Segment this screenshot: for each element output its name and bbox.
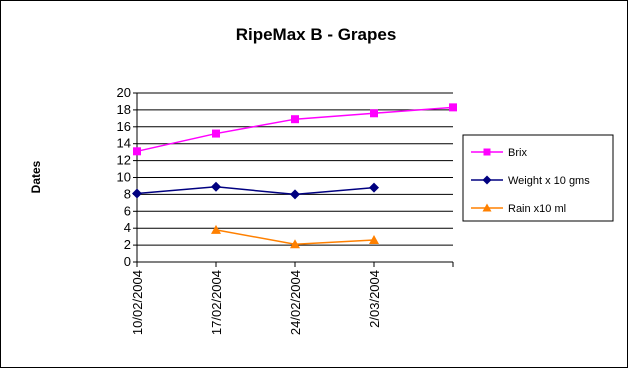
legend-label: Brix — [508, 147, 527, 159]
series-line — [136, 106, 454, 153]
data-point — [369, 182, 379, 193]
data-point — [132, 188, 142, 199]
data-point — [133, 147, 141, 156]
grid — [137, 92, 453, 246]
data-point — [482, 203, 492, 212]
series-rain-x10-ml — [211, 224, 379, 249]
data-point — [482, 175, 492, 185]
y-axis-label: Dates — [29, 160, 43, 193]
y-tick-label: 6 — [124, 203, 131, 218]
y-tick-label: 10 — [117, 170, 131, 185]
chart-title: RipeMax B - Grapes — [236, 25, 397, 44]
y-tick-label: 14 — [117, 136, 131, 151]
data-point — [483, 148, 491, 156]
legend-item: Rain x10 ml — [471, 203, 566, 215]
x-tick-label: 24/02/2004 — [288, 270, 303, 335]
legend-label: Weight x 10 gms — [508, 175, 590, 187]
y-tick-label: 2 — [124, 237, 131, 252]
y-tick-label: 20 — [117, 85, 131, 100]
data-point — [211, 224, 221, 234]
x-tick-label: 17/02/2004 — [209, 270, 224, 335]
legend-item: Brix — [471, 147, 527, 159]
y-tick-label: 8 — [124, 186, 131, 201]
y-tick-label: 18 — [117, 102, 131, 117]
series-weight-x-10-gms — [132, 181, 379, 200]
x-tick-label: 2/03/2004 — [367, 270, 382, 328]
data-point — [211, 181, 221, 192]
y-tick-label: 0 — [124, 254, 131, 269]
series-brix — [133, 103, 457, 156]
data-point — [212, 129, 220, 138]
data-point — [449, 103, 457, 112]
data-point — [370, 109, 378, 118]
data-point — [290, 239, 300, 249]
legend-item: Weight x 10 gms — [471, 175, 590, 187]
y-tick-label: 4 — [124, 220, 131, 235]
legend-label: Rain x10 ml — [508, 203, 566, 215]
series-line — [136, 186, 375, 196]
series — [132, 103, 457, 249]
x-tick-label: 10/02/2004 — [130, 270, 145, 335]
legend: Brix Weight x 10 gms Rain x10 ml — [462, 134, 614, 222]
data-point — [290, 189, 300, 200]
data-point — [291, 115, 299, 124]
y-tick-label: 16 — [117, 119, 131, 134]
axes: 0 2 4 6 810 12 14 16 18 20 10/02/2004 17/02/2004 24/… — [117, 85, 454, 335]
y-tick-label: 12 — [117, 153, 131, 168]
data-point — [369, 235, 379, 245]
